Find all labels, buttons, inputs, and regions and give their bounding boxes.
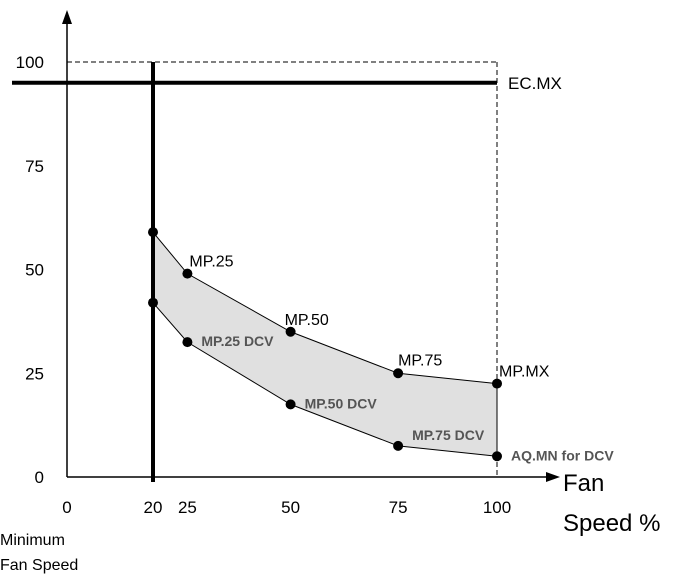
lower-point-label: AQ.MN for DCV — [511, 447, 614, 463]
x-tick-label: 25 — [178, 498, 197, 517]
upper-curve-point — [393, 368, 404, 379]
upper-curve-point — [285, 326, 296, 337]
lower-curve-point — [492, 451, 502, 462]
lower-point-label: MP.25 DCV — [201, 333, 274, 349]
upper-point-label: MP.MX — [499, 364, 550, 381]
x-tick-label: 75 — [389, 498, 408, 517]
upper-point-label: MP.25 — [189, 254, 233, 271]
upper-point-label: MP.50 — [285, 312, 329, 329]
lower-curve-point — [148, 297, 158, 308]
x-tick-label: 20 — [144, 498, 163, 517]
x-axis-title-line1: Fan — [563, 470, 604, 497]
y-axis-arrow — [62, 10, 72, 24]
ec-mx-label: EC.MX — [508, 74, 562, 93]
lower-point-label: MP.50 DCV — [305, 395, 378, 411]
point-labels: MP.25 MP.50 MP.75 MP.MX MP.25 DCV MP.50 DCV MP… — [189, 254, 614, 464]
axes — [12, 10, 560, 482]
x-tick-label: 50 — [281, 498, 300, 517]
upper-curve-point — [182, 268, 193, 279]
data-points — [148, 227, 502, 462]
chart-text: EC.MX Fan Speed % Minimum Fan Speed — [0, 74, 660, 574]
lower-curve-point — [285, 399, 296, 410]
tick-labels: 0 25 50 75 100 0 20 25 50 75 100 — [16, 53, 512, 517]
upper-curve-point — [148, 227, 158, 238]
x-tick-label: 100 — [483, 498, 511, 517]
min-fan-speed-note-line1: Minimum — [0, 532, 65, 549]
x-axis-title-line2: Speed % — [563, 510, 660, 537]
lower-curve-point — [393, 440, 404, 451]
min-fan-speed-note-line2: Fan Speed — [0, 557, 78, 574]
upper-point-label: MP.75 — [398, 352, 442, 369]
upper-curve-point — [492, 378, 502, 389]
operating-range-fill — [153, 232, 497, 457]
lower-point-label: MP.75 DCV — [412, 427, 485, 443]
x-tick-label: 0 — [62, 498, 71, 517]
y-tick-label: 100 — [16, 53, 44, 72]
y-tick-label: 25 — [25, 364, 44, 383]
x-axis-arrow — [546, 472, 560, 482]
lower-curve-point — [182, 337, 193, 348]
y-tick-label: 0 — [35, 468, 44, 487]
y-tick-label: 50 — [25, 261, 44, 280]
y-tick-label: 75 — [25, 157, 44, 176]
